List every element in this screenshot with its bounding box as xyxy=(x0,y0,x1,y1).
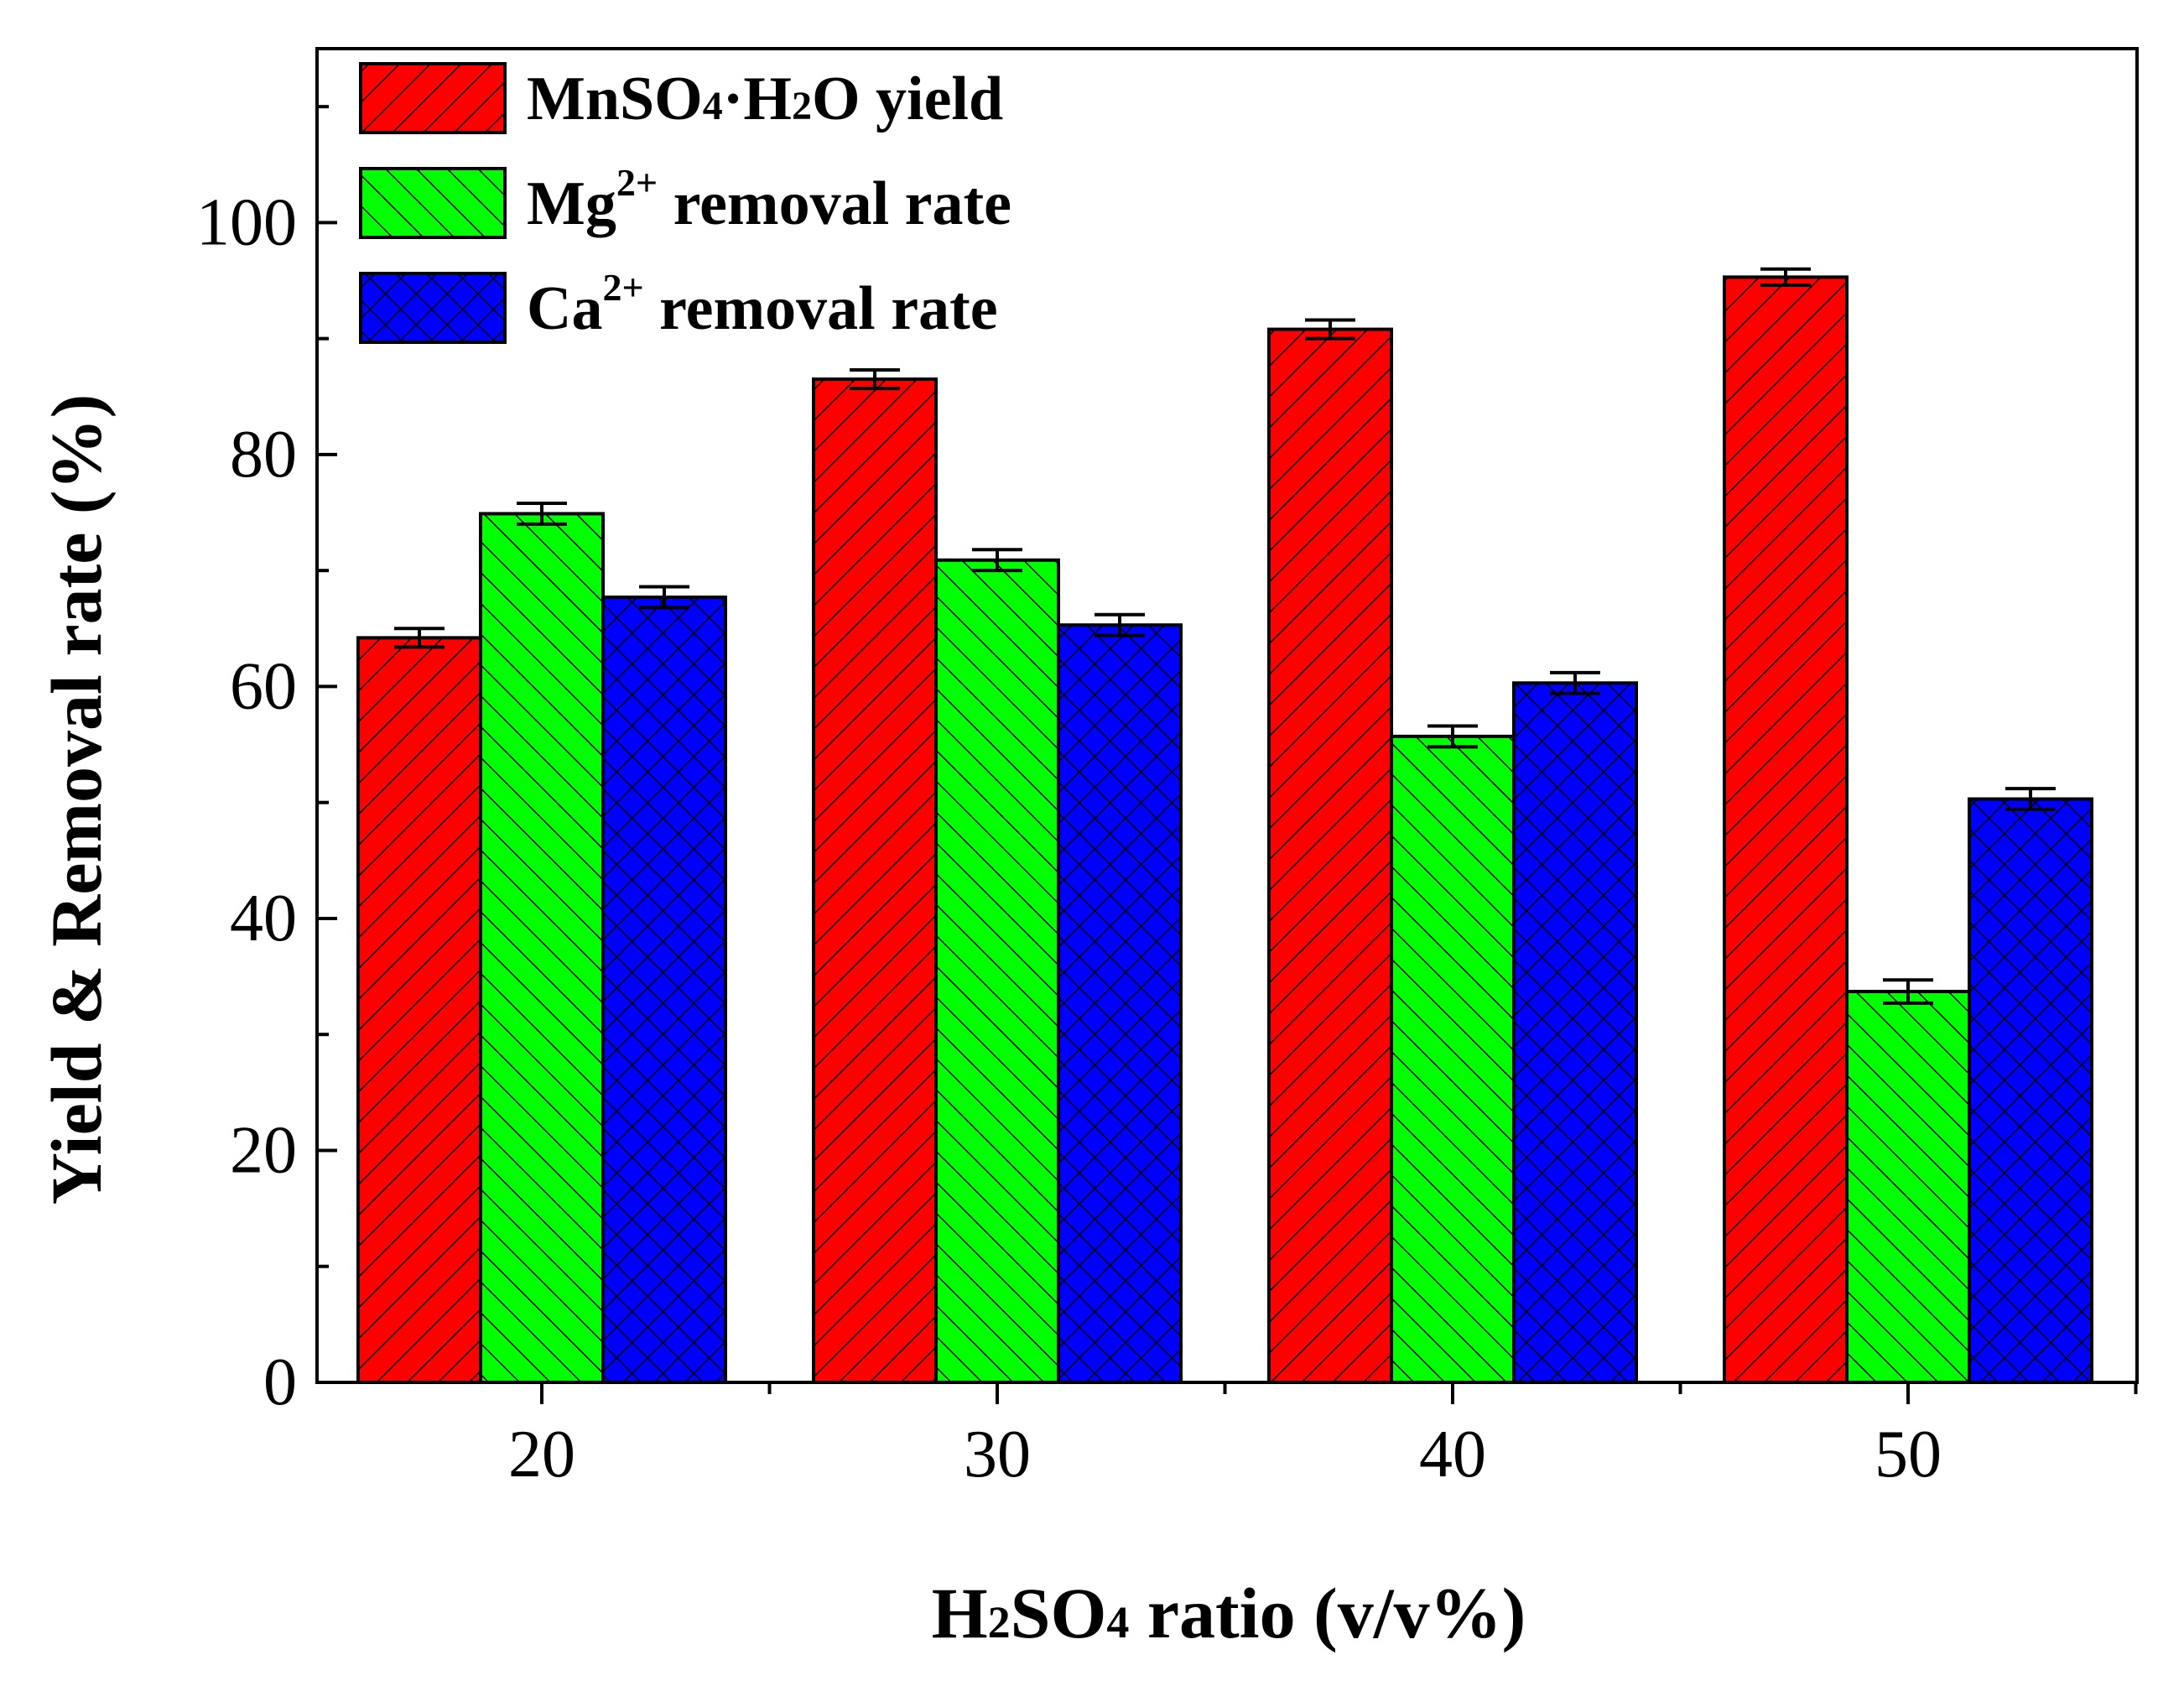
error-bar xyxy=(517,501,567,526)
legend-swatch-hatch xyxy=(359,62,507,134)
y-tick-label: 20 xyxy=(230,1113,297,1187)
x-tick-label: 30 xyxy=(964,1418,1031,1491)
legend-label: Ca2+ removal rate xyxy=(527,266,998,343)
bar xyxy=(1267,327,1393,1384)
x-axis-title: H2SO4 ratio (v/v%) xyxy=(932,1573,1526,1653)
y-tick-label: 60 xyxy=(230,649,297,723)
bar-hatch xyxy=(1968,797,2093,1384)
error-bar xyxy=(1305,318,1355,341)
plot-area-frame xyxy=(315,47,2139,1384)
legend-swatch-hatch xyxy=(359,167,507,239)
legend-item: Ca2+ removal rate xyxy=(359,266,998,344)
bar-hatch xyxy=(479,512,605,1384)
y-tick-label: 100 xyxy=(196,185,297,259)
y-axis: 0 20 40 60 80 100 xyxy=(196,105,337,1419)
bar xyxy=(1723,275,1849,1384)
bar-hatch xyxy=(356,636,482,1384)
legend-item: Mg2+ removal rate xyxy=(359,161,1011,239)
legend-swatch-hatch xyxy=(359,272,507,344)
bar-hatch xyxy=(1057,623,1183,1384)
bar-hatch xyxy=(1723,275,1849,1384)
bar-hatch xyxy=(1512,681,1638,1384)
error-bar xyxy=(1883,978,1933,1005)
y-axis-title: Yield & Removal rate (%) xyxy=(36,394,117,1205)
y-tick-label: 80 xyxy=(230,418,297,492)
bar xyxy=(1512,681,1638,1384)
bar-series-group xyxy=(356,275,2093,1385)
bar xyxy=(479,512,605,1384)
bar-hatch xyxy=(1845,990,1971,1385)
error-bar xyxy=(850,367,900,391)
error-bar xyxy=(1095,612,1145,638)
legend-label: Mg2+ removal rate xyxy=(527,161,1011,238)
bar xyxy=(1390,734,1516,1384)
x-tick-label: 50 xyxy=(1875,1418,1942,1491)
error-bar xyxy=(1550,670,1600,695)
bar-hatch xyxy=(934,558,1060,1384)
x-tick-label: 40 xyxy=(1419,1418,1486,1491)
bar-hatch xyxy=(812,377,938,1385)
y-tick-label: 0 xyxy=(263,1345,297,1419)
x-axis: 20 30 40 50 xyxy=(508,1382,2138,1491)
bar xyxy=(1057,623,1183,1384)
bar xyxy=(601,595,727,1384)
error-bar xyxy=(2005,787,2056,811)
bar xyxy=(934,558,1060,1384)
error-bar xyxy=(1760,267,1811,288)
bar xyxy=(356,636,482,1384)
legend: MnSO4·H2O yield Mg2+ removal rate Ca2+ rem… xyxy=(359,62,1011,344)
bar-hatch xyxy=(1267,327,1393,1384)
error-bar-group xyxy=(394,267,2056,1005)
x-tick-label: 20 xyxy=(508,1418,575,1491)
error-bar xyxy=(972,548,1022,573)
bar xyxy=(812,377,938,1385)
bar xyxy=(1968,797,2093,1384)
error-bar xyxy=(639,585,689,610)
bar-hatch xyxy=(1390,734,1516,1384)
bar-hatch xyxy=(601,595,727,1384)
error-bar xyxy=(1427,724,1478,749)
error-bar xyxy=(394,627,445,649)
legend-label: MnSO4·H2O yield xyxy=(527,65,1003,133)
legend-item: MnSO4·H2O yield xyxy=(359,62,1003,134)
y-tick-label: 40 xyxy=(230,882,297,955)
bar xyxy=(1845,990,1971,1385)
